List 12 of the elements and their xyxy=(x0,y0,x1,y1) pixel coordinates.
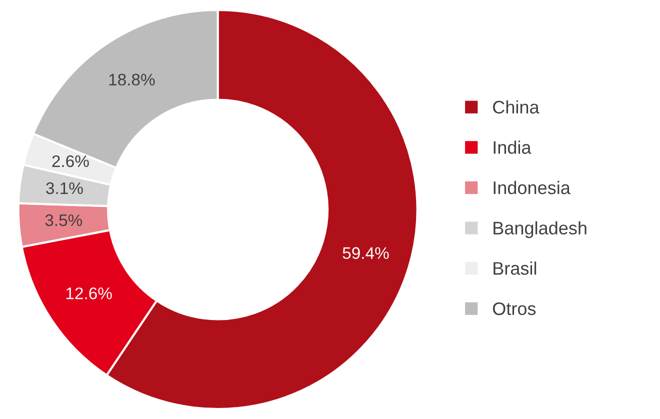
legend-label: India xyxy=(494,140,532,154)
legend-label: Otros xyxy=(492,302,536,316)
data-label: 18.8% xyxy=(109,74,155,86)
data-label: 3.5% xyxy=(45,214,82,226)
legend-label: China xyxy=(493,100,540,114)
data-label: 12.6% xyxy=(66,287,112,300)
data-label: 59.4% xyxy=(342,247,389,259)
data-label: 2.6% xyxy=(52,155,89,168)
data-label: 3.1% xyxy=(46,182,83,194)
legend-label: Brasil xyxy=(494,262,536,275)
legend-label: Bangladesh xyxy=(494,221,586,238)
legend-label: Indonesia xyxy=(494,180,570,194)
